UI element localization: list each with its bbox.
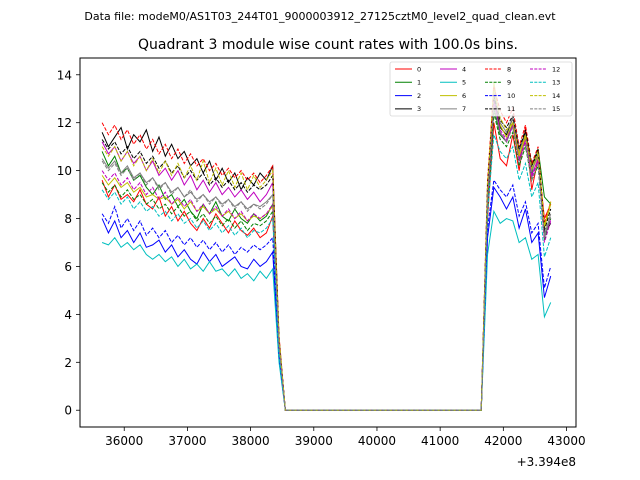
y-tick-label: 4 xyxy=(64,308,72,322)
legend-label-11: 11 xyxy=(507,105,515,113)
legend-label-0: 0 xyxy=(417,65,421,73)
y-tick-label: 14 xyxy=(57,68,72,82)
legend-label-10: 10 xyxy=(507,92,515,100)
legend-label-3: 3 xyxy=(417,105,421,113)
x-offset-label: +3.394e8 xyxy=(517,455,576,469)
series-line-15 xyxy=(101,105,552,411)
x-tick-label: 43000 xyxy=(547,434,585,448)
x-tick-label: 41000 xyxy=(421,434,459,448)
x-tick-label: 42000 xyxy=(484,434,522,448)
y-tick-label: 0 xyxy=(64,404,72,418)
legend-label-9: 9 xyxy=(507,79,511,87)
legend-label-8: 8 xyxy=(507,65,511,73)
suptitle: Data file: modeM0/AS1T03_244T01_90000039… xyxy=(84,10,556,23)
legend-label-14: 14 xyxy=(552,92,560,100)
x-tick-label: 39000 xyxy=(295,434,333,448)
legend-label-4: 4 xyxy=(462,65,466,73)
legend-box xyxy=(389,61,573,117)
legend-label-2: 2 xyxy=(417,92,421,100)
x-tick-label: 37000 xyxy=(168,434,206,448)
plot-frame xyxy=(79,57,577,428)
legend-label-12: 12 xyxy=(552,65,560,73)
legend-label-6: 6 xyxy=(462,92,466,100)
y-tick-label: 12 xyxy=(57,116,72,130)
legend-label-1: 1 xyxy=(417,79,421,87)
y-tick-label: 10 xyxy=(57,164,72,178)
y-tick-label: 2 xyxy=(64,356,72,370)
legend-label-7: 7 xyxy=(462,105,466,113)
x-tick-label: 40000 xyxy=(358,434,396,448)
chart-title: Quadrant 3 module wise count rates with … xyxy=(138,37,518,53)
axes-layer: 36000 37000 38000 39000 40000 41000 42000 43000… xyxy=(57,68,586,448)
legend-label-5: 5 xyxy=(462,79,466,87)
series-layer xyxy=(101,81,552,411)
y-tick-label: 6 xyxy=(64,260,72,274)
legend-label-13: 13 xyxy=(552,79,560,87)
x-tick-label: 36000 xyxy=(105,434,143,448)
x-tick-label: 38000 xyxy=(232,434,270,448)
legend-label-15: 15 xyxy=(552,105,560,113)
y-tick-label: 8 xyxy=(64,212,72,226)
